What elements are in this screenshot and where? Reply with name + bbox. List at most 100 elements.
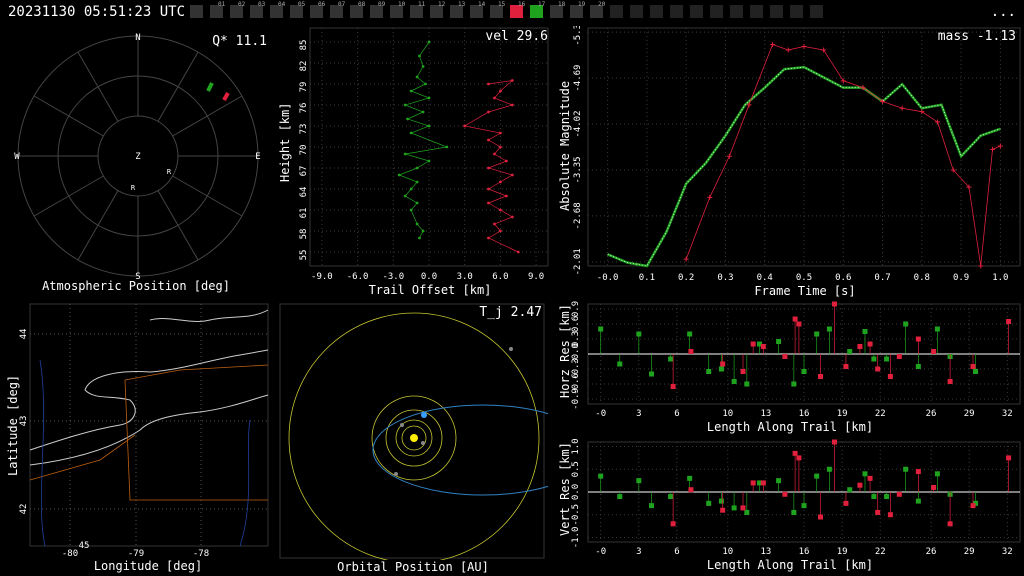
vert-point [720, 507, 726, 513]
lightcurve-red-point [801, 44, 807, 50]
camera-box[interactable] [610, 5, 623, 18]
vert-xtick: 6 [674, 547, 679, 557]
height-series-line [398, 41, 449, 239]
height-point [487, 110, 490, 114]
camera-box[interactable]: 12 [430, 1, 445, 18]
vert-point [782, 491, 788, 497]
horz-point [867, 341, 873, 347]
camera-box[interactable]: 17 [530, 1, 545, 18]
height-corner: vel 29.6 [485, 29, 548, 44]
camera-box[interactable] [670, 5, 683, 18]
camera-box[interactable] [810, 5, 823, 18]
orbit-earth [421, 412, 427, 418]
camera-label: 20 [598, 1, 606, 8]
horz-point [903, 321, 909, 327]
camera-box[interactable] [630, 5, 643, 18]
height-point [510, 173, 514, 177]
height-point [499, 208, 502, 212]
camera-box[interactable]: 11 [410, 1, 425, 18]
camera-box[interactable]: 02 [230, 1, 245, 18]
camera-box[interactable]: 04 [270, 1, 285, 18]
camera-box[interactable] [190, 5, 203, 18]
horz-point [720, 361, 726, 367]
height-point [499, 229, 502, 233]
height-point [418, 236, 421, 240]
orbit-plot: T_j 2.47 [279, 303, 548, 560]
camera-box[interactable] [790, 5, 803, 18]
camera-box[interactable]: 09 [370, 1, 385, 18]
horz-ytick: -0.9 [571, 388, 581, 410]
atmos-corner: Q* 11.1 [212, 34, 267, 49]
camera-box[interactable]: 08 [350, 1, 365, 18]
camera-box[interactable]: 03 [250, 1, 265, 18]
atmos-plot: N S E W Z R R Q* 11.1 [14, 33, 267, 282]
camera-box[interactable]: 13 [450, 1, 465, 18]
lightcurve-xtick: 0.5 [796, 273, 812, 283]
horz-point [843, 364, 849, 369]
horz-point [814, 331, 820, 337]
vert-point [875, 509, 881, 515]
camera-box[interactable]: 16 [510, 1, 525, 18]
camera-box[interactable]: 19 [570, 1, 585, 18]
height-point [409, 89, 413, 93]
camera-box[interactable]: 20 [590, 1, 605, 18]
lightcurve-red-point [785, 47, 791, 53]
lightcurve-red-point [997, 143, 1003, 149]
vert-point [871, 494, 877, 500]
menu-button[interactable]: ... [990, 4, 1016, 20]
horz-xtick: 10 [722, 409, 733, 419]
lightcurve-xtick: 0.6 [835, 273, 851, 283]
lightcurve-red-point [726, 153, 732, 159]
camera-box[interactable] [690, 5, 703, 18]
height-xtick: -6.0 [347, 272, 369, 282]
vert-xtick: 26 [926, 547, 937, 557]
camera-box[interactable]: 01 [210, 1, 225, 18]
height-point [504, 194, 508, 198]
camera-box[interactable] [730, 5, 743, 18]
height-ytick: 82 [299, 61, 309, 72]
lightcurve-red-point [919, 109, 925, 115]
horz-ylabel-wrap: Horz Res [km] [556, 304, 576, 406]
vert-point [947, 521, 953, 527]
map-ytick: 44 [19, 329, 29, 340]
lightcurve-xtick: 0.3 [717, 273, 733, 283]
lightcurve-ylabel: Absolute Magnitude [558, 80, 572, 211]
height-xtick: -9.0 [311, 272, 333, 282]
height-ytick: 79 [299, 82, 309, 93]
camera-box[interactable]: 15 [490, 1, 505, 18]
orbit-planet-ring [371, 395, 457, 481]
camera-box[interactable]: 18 [550, 1, 565, 18]
vert-point [915, 498, 921, 504]
height-point [493, 96, 496, 100]
lightcurve-ytick: -4.69 [573, 65, 583, 92]
camera-box[interactable]: 14 [470, 1, 485, 18]
atmos-title: Atmospheric Position [deg] [42, 279, 230, 293]
camera-box[interactable] [770, 5, 783, 18]
horz-point [668, 356, 674, 362]
vert-point [847, 487, 853, 493]
lightcurve-red-point [770, 41, 776, 47]
vert-point [814, 473, 820, 479]
camera-box[interactable] [750, 5, 763, 18]
camera-box[interactable] [710, 5, 723, 18]
horz-point [731, 379, 737, 384]
camera-box[interactable]: 05 [290, 1, 305, 18]
camera-label: 01 [218, 1, 226, 8]
camera-label: 02 [238, 1, 246, 8]
atmos-spoke [33, 175, 104, 217]
camera-box[interactable] [650, 5, 663, 18]
height-point [487, 82, 490, 86]
height-title: Trail Offset [km] [368, 283, 492, 297]
camera-box[interactable]: 06 [310, 1, 325, 18]
camera-box[interactable]: 10 [390, 1, 405, 18]
orbit-meteoroid-path [372, 404, 548, 496]
height-ytick: 64 [299, 187, 309, 198]
camera-box[interactable]: 07 [330, 1, 345, 18]
map-xtick: -79 [128, 549, 144, 559]
atmos-spoke [157, 190, 199, 261]
atmos-marker-r2: R [167, 168, 172, 176]
horz-point [670, 384, 676, 389]
height-xtick: 0.0 [421, 272, 437, 282]
orbit-planet-ring [385, 409, 443, 467]
map-ylabel: Latitude [deg] [6, 374, 20, 476]
